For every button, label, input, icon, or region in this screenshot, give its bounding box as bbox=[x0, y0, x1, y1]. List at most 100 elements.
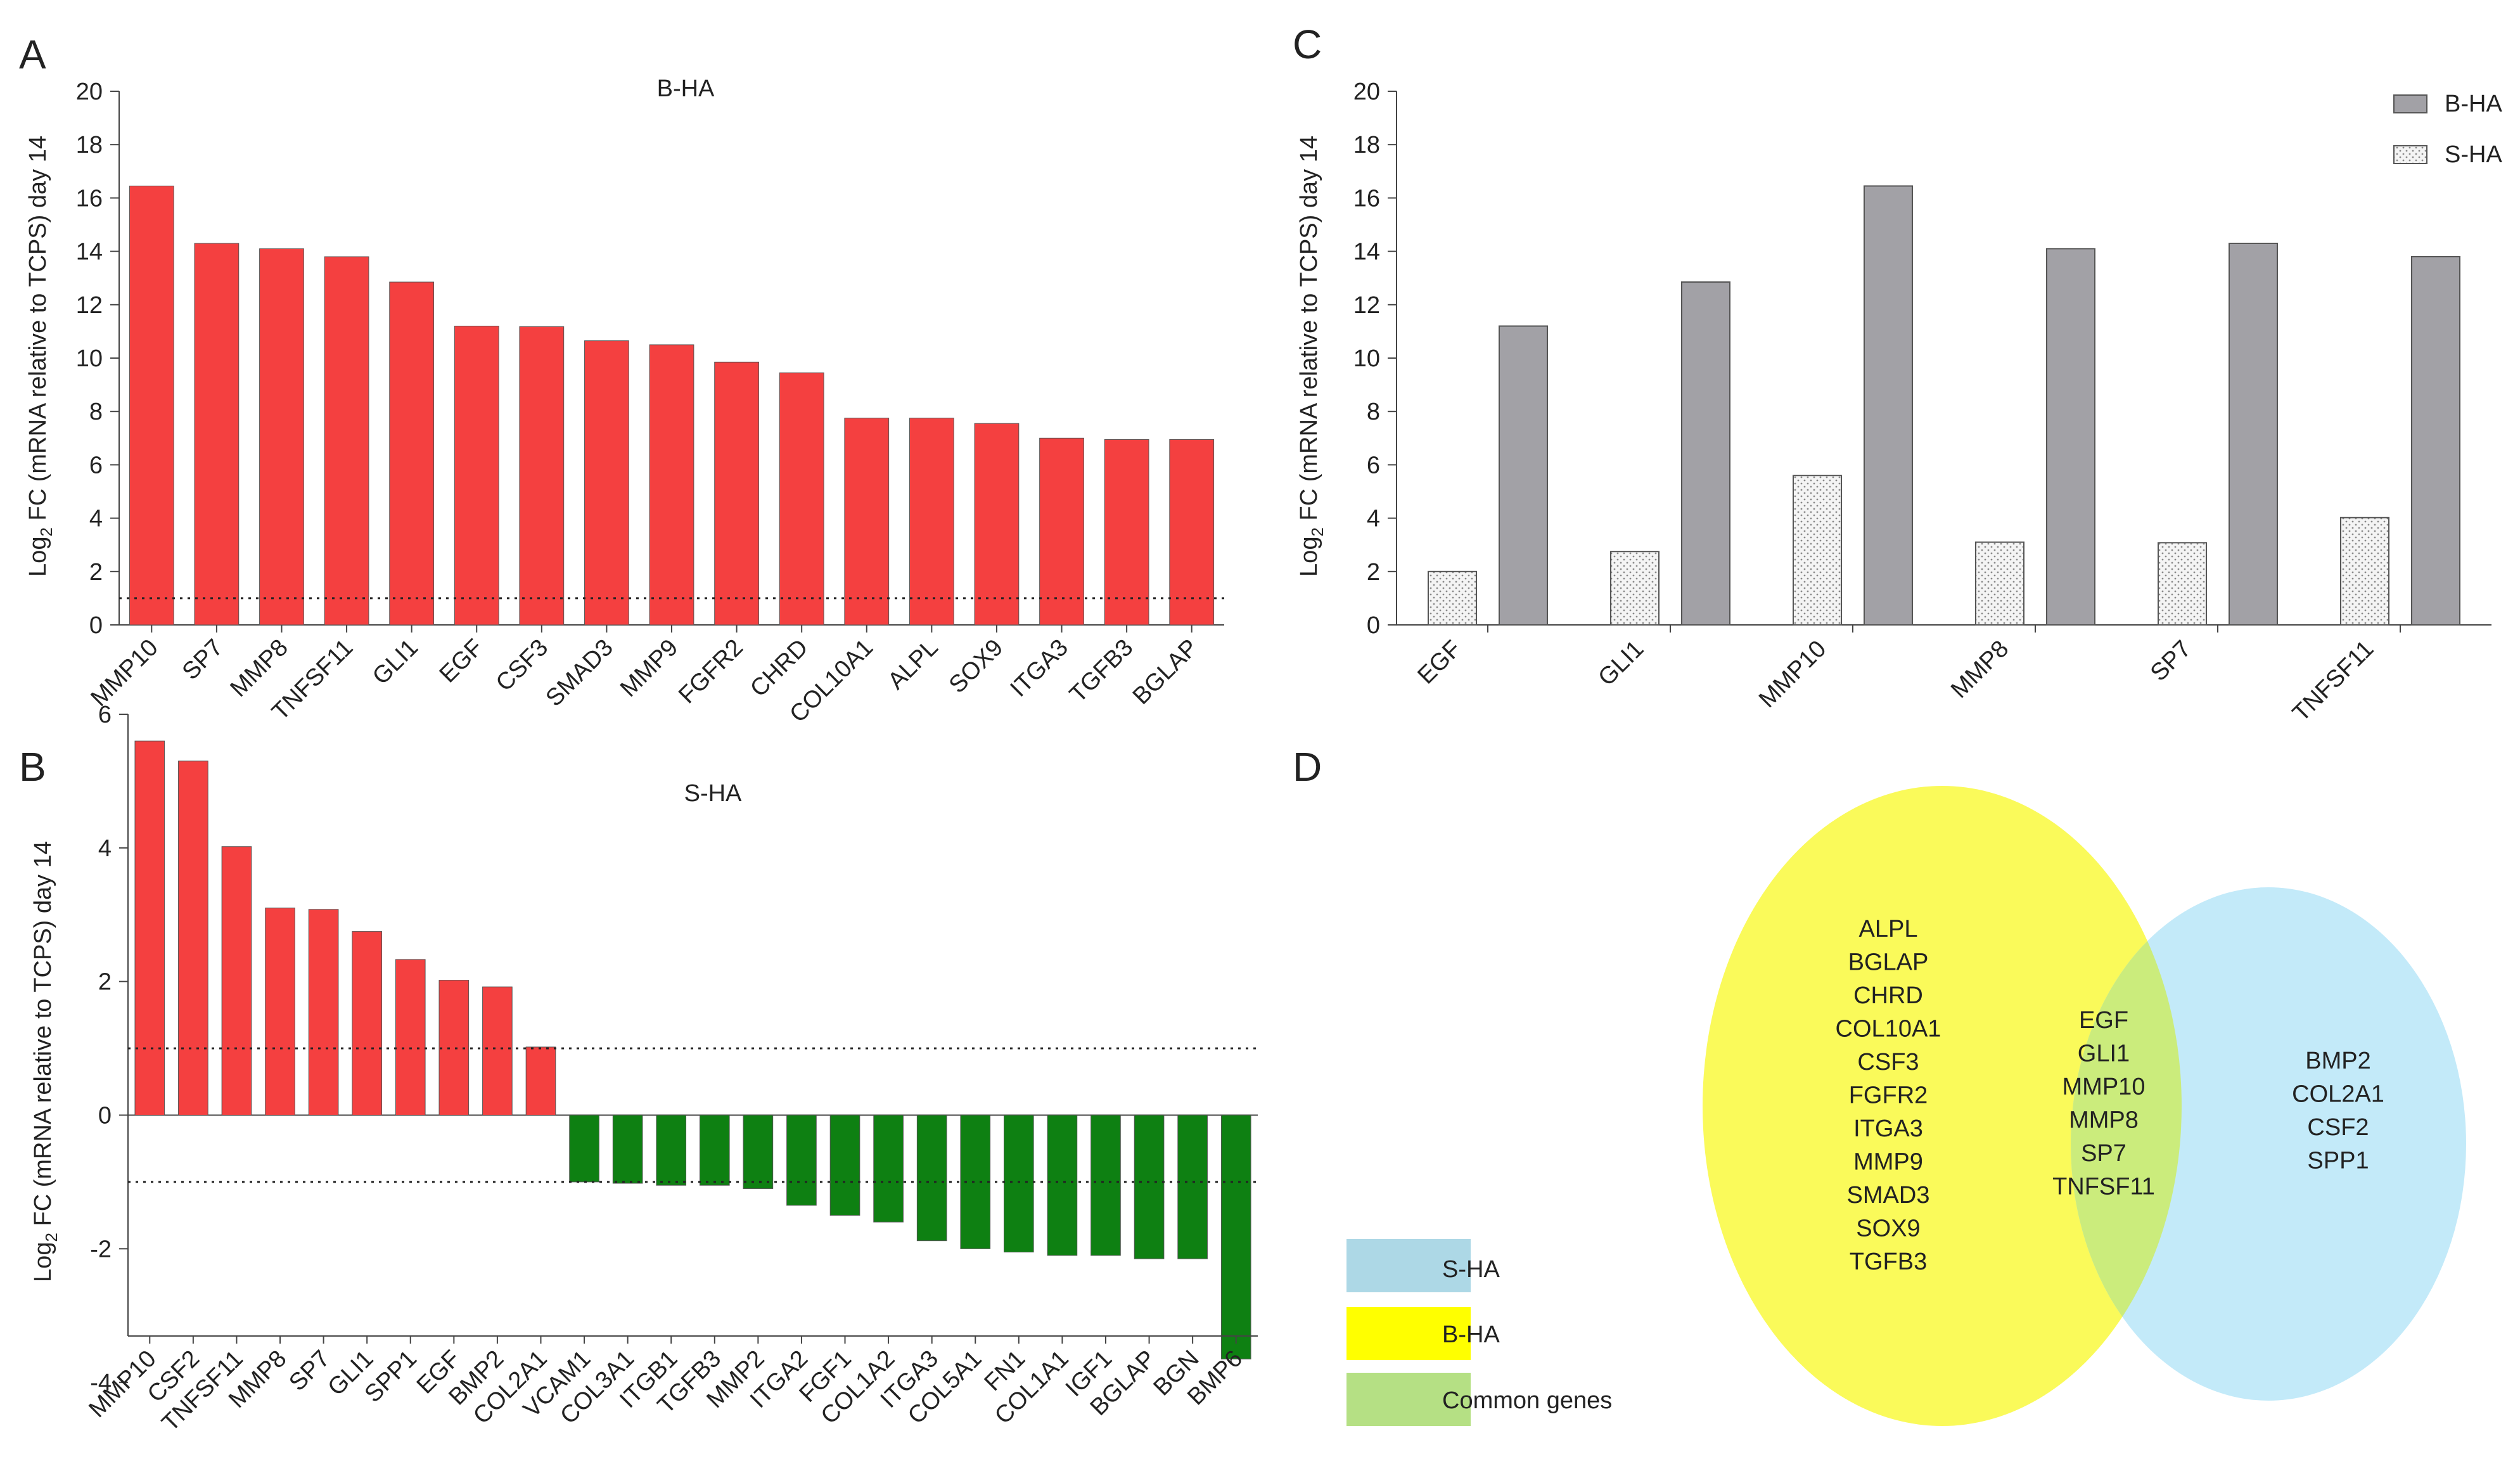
bar-mmp9 bbox=[649, 344, 694, 626]
bar-col3a1 bbox=[612, 1115, 643, 1184]
bar-itga2 bbox=[786, 1115, 817, 1206]
venn-legend-label-common: Common genes bbox=[1442, 1387, 1612, 1414]
bar-b-ha-mmp8 bbox=[2046, 248, 2095, 626]
y-tick-label: 0 bbox=[98, 1103, 112, 1129]
x-tick-label: MMP10 bbox=[1754, 636, 1831, 713]
chart-a-title: B-HA bbox=[657, 75, 715, 102]
panel-d-venn: D ALPL BGLAP CHRD COL10A1 CSF3 FGFR2 ITGA3 MMP9… bbox=[1293, 744, 2466, 1426]
y-tick-label: 8 bbox=[1367, 399, 1380, 425]
y-tick-label: 4 bbox=[1367, 506, 1380, 532]
y-tick-label: 0 bbox=[89, 612, 103, 639]
panel-b: B S-HA Log2 FC (mRNA relative to TCPS) d… bbox=[19, 702, 1258, 1437]
y-tick-label: 2 bbox=[98, 969, 112, 996]
venn-gene: COL10A1 bbox=[1836, 1016, 1941, 1043]
x-tick-label: BGLAP bbox=[1128, 634, 1203, 710]
x-tick-label: FGFR2 bbox=[674, 634, 748, 709]
chart-b-plot: -4-20246MMP10CSF2TNFSF11MMP8SP7GLI1SPP1E… bbox=[84, 702, 1258, 1437]
x-tick-label: CSF3 bbox=[491, 634, 553, 697]
bar-mmp10 bbox=[129, 185, 174, 626]
y-tick-label: 16 bbox=[76, 185, 103, 212]
x-tick-label: MMP10 bbox=[86, 634, 163, 712]
bar-sp7 bbox=[308, 909, 339, 1115]
venn-gene: ALPL bbox=[1859, 916, 1918, 942]
y-tick-label: 2 bbox=[89, 559, 103, 586]
x-tick-label: SOX9 bbox=[944, 634, 1008, 698]
bar-gli1 bbox=[352, 931, 382, 1115]
panel-letter-d: D bbox=[1293, 744, 1322, 790]
bar-b-ha-egf bbox=[1499, 325, 1548, 626]
y-tick-label: 0 bbox=[1367, 612, 1380, 639]
panel-a: A B-HA Log2 FC (mRNA relative to TCPS) d… bbox=[19, 32, 1224, 728]
venn-gene: TNFSF11 bbox=[2052, 1174, 2155, 1200]
bar-col1a1 bbox=[1047, 1115, 1078, 1256]
bar-b-ha-tnfsf11 bbox=[2411, 256, 2460, 626]
y-tick-label: 10 bbox=[1353, 345, 1380, 372]
y-tick-label: 6 bbox=[1367, 452, 1380, 479]
bar-fgfr2 bbox=[714, 361, 759, 626]
y-tick-label: 4 bbox=[89, 506, 103, 532]
venn-gene: MMP9 bbox=[1853, 1149, 1923, 1176]
venn-legend-label-b-ha: B-HA bbox=[1442, 1321, 1500, 1348]
venn-gene: SP7 bbox=[2081, 1140, 2127, 1167]
y-tick-label: 14 bbox=[1353, 239, 1380, 266]
x-tick-label: SP7 bbox=[2146, 636, 2196, 686]
bar-egf bbox=[454, 325, 499, 626]
bar-mmp2 bbox=[743, 1115, 774, 1189]
venn-legend-swatch-b-ha bbox=[1346, 1307, 1471, 1360]
venn-gene: CHRD bbox=[1853, 982, 1923, 1009]
bar-csf3 bbox=[519, 326, 565, 626]
bar-sox9 bbox=[974, 423, 1020, 626]
x-tick-label: EGF bbox=[435, 634, 489, 688]
bar-csf2 bbox=[178, 761, 208, 1115]
chart-c-legend: B-HA S-HA bbox=[2393, 91, 2502, 168]
bar-s-ha-sp7 bbox=[2158, 542, 2207, 626]
x-tick-label: GLI1 bbox=[1593, 636, 1649, 691]
y-tick-label: 20 bbox=[76, 79, 103, 105]
venn-gene: TGFB3 bbox=[1850, 1249, 1927, 1275]
legend-label-s-ha: S-HA bbox=[2445, 141, 2502, 168]
venn-legend-label-s-ha: S-HA bbox=[1442, 1256, 1500, 1283]
bar-fn1 bbox=[1004, 1115, 1034, 1253]
bar-tnfsf11 bbox=[221, 846, 252, 1115]
bar-tgfb3 bbox=[699, 1115, 730, 1186]
legend-swatch-b-ha bbox=[2393, 94, 2427, 113]
y-tick-label: 4 bbox=[98, 835, 112, 862]
bar-igf1 bbox=[1091, 1115, 1121, 1256]
y-tick-label: 6 bbox=[98, 702, 112, 728]
x-tick-label: ITGA3 bbox=[1006, 634, 1073, 702]
venn-gene: SOX9 bbox=[1856, 1216, 1920, 1242]
y-tick-label: 16 bbox=[1353, 185, 1380, 212]
venn-gene: ITGA3 bbox=[1853, 1115, 1923, 1142]
y-tick-label: 18 bbox=[1353, 132, 1380, 158]
bar-bglap bbox=[1134, 1115, 1165, 1259]
venn-gene: SMAD3 bbox=[1847, 1182, 1930, 1209]
y-tick-label: 12 bbox=[76, 292, 103, 319]
chart-c-plot: 0 2 4 6 8 10 12 14 16 18 20 EGF GLI1 MMP10 MMP8 SP7 TNFS… bbox=[1353, 79, 2491, 727]
y-tick-label: 20 bbox=[1353, 79, 1380, 105]
bar-s-ha-mmp10 bbox=[1793, 475, 1842, 626]
venn-legend-swatch-s-ha bbox=[1346, 1239, 1471, 1292]
bar-gli1 bbox=[389, 281, 435, 626]
x-tick-label: TNFSF11 bbox=[2287, 636, 2379, 727]
venn-gene: CSF3 bbox=[1857, 1049, 1919, 1076]
bar-mmp10 bbox=[134, 740, 165, 1115]
x-tick-label: MMP9 bbox=[615, 634, 683, 702]
bar-itga3 bbox=[916, 1115, 947, 1242]
bar-b-ha-sp7 bbox=[2229, 242, 2278, 626]
bar-s-ha-tnfsf11 bbox=[2340, 517, 2389, 626]
y-tick-label: 10 bbox=[76, 345, 103, 372]
bar-col10a1 bbox=[844, 418, 890, 626]
bar-b-ha-gli1 bbox=[1681, 281, 1730, 626]
bar-smad3 bbox=[584, 340, 629, 626]
bar-bmp2 bbox=[482, 986, 513, 1115]
y-tick-label: 12 bbox=[1353, 292, 1380, 319]
bar-bmp6 bbox=[1220, 1115, 1251, 1359]
y-tick-label: 6 bbox=[89, 452, 103, 479]
x-tick-label: SP7 bbox=[177, 634, 228, 685]
venn-gene: BGLAP bbox=[1848, 949, 1929, 976]
bar-itgb1 bbox=[656, 1115, 687, 1186]
x-tick-label: MMP8 bbox=[1946, 636, 2014, 703]
bar-spp1 bbox=[395, 959, 426, 1115]
y-tick-label: -4 bbox=[90, 1370, 112, 1396]
